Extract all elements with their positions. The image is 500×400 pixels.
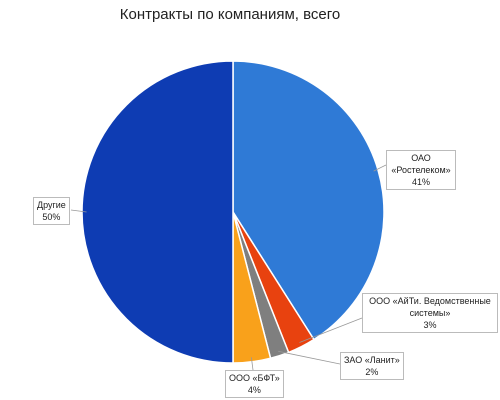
slice-name: ЗАО «Ланит» bbox=[344, 355, 400, 365]
slice-label: Другие 50% bbox=[33, 197, 70, 225]
chart-title: Контракты по компаниям, всего bbox=[119, 6, 341, 23]
pie-slice bbox=[232, 60, 385, 341]
slice-label: ЗАО «Ланит» 2% bbox=[340, 352, 404, 380]
leader-line bbox=[250, 357, 254, 371]
slice-value: 4% bbox=[247, 385, 261, 395]
slice-name: Другие bbox=[37, 200, 66, 210]
leader-line bbox=[299, 317, 363, 343]
leader-line bbox=[373, 164, 387, 172]
leader-line bbox=[278, 350, 341, 365]
slice-label: ОАО «Ростелеком» 41% bbox=[386, 150, 456, 190]
slice-label: ООО «АйТи. Ведомственные системы» 3% bbox=[362, 293, 498, 333]
slice-value: 3% bbox=[423, 320, 437, 330]
leader-line bbox=[70, 209, 87, 213]
slice-value: 2% bbox=[365, 367, 379, 377]
slice-label: ООО «БФТ» 4% bbox=[225, 370, 284, 398]
slice-name: ОАО «Ростелеком» bbox=[391, 153, 451, 175]
pie-slice bbox=[81, 60, 234, 364]
slice-value: 50% bbox=[42, 212, 61, 222]
slice-name: ООО «БФТ» bbox=[229, 373, 280, 383]
slice-value: 41% bbox=[411, 177, 430, 187]
slice-name: ООО «АйТи. Ведомственные системы» bbox=[369, 296, 491, 318]
